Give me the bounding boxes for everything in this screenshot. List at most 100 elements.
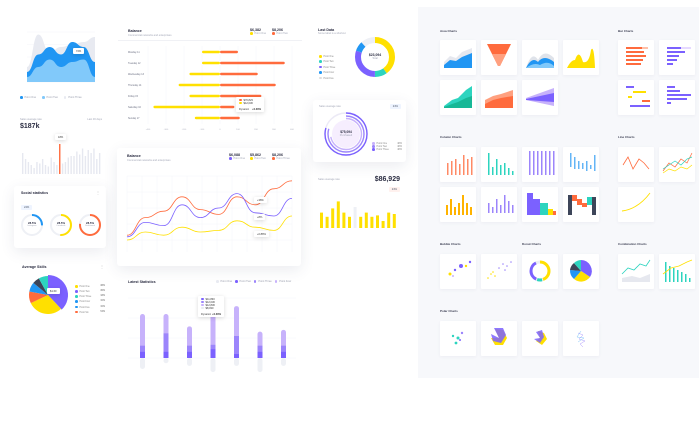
pie-slice — [38, 276, 48, 295]
bar — [50, 157, 52, 174]
category-label: Tuesday 12 — [128, 62, 141, 65]
line-chart-thumb[interactable] — [618, 187, 654, 222]
legend-item[interactable]: Point One — [20, 96, 36, 99]
bar-point-two — [220, 105, 235, 109]
bar — [41, 159, 44, 174]
legend-item[interactable]: Point Two — [42, 96, 58, 99]
legend-item: Point Two 36% — [75, 290, 105, 293]
tick-label: -400 — [146, 129, 151, 131]
scatter-chart-thumb[interactable] — [481, 254, 517, 289]
column-low — [163, 351, 169, 358]
bar — [27, 162, 30, 174]
pie-chart-thumb[interactable] — [563, 254, 599, 289]
bar — [36, 162, 38, 174]
legend-item: Point Five — [319, 76, 335, 80]
section-bubble-charts: Bubble Charts — [440, 242, 461, 246]
waterfall-chart-thumb[interactable] — [563, 187, 599, 222]
bar — [87, 150, 89, 174]
line-tooltip: +0.88% — [254, 231, 269, 237]
column — [342, 212, 346, 228]
section-column-charts: Column Charts — [440, 135, 462, 139]
donut-center-label: Total — [372, 57, 378, 60]
column — [353, 207, 357, 228]
bar-point-one — [202, 50, 220, 54]
polar-chart-thumb[interactable] — [563, 321, 599, 356]
line-tooltip: +38% — [254, 197, 267, 203]
bar — [96, 159, 98, 174]
bar — [73, 156, 75, 174]
legend-item: Point One 38% — [75, 285, 105, 288]
last-data-donut — [355, 37, 395, 77]
bar — [53, 162, 55, 174]
legend-item: Point Two — [319, 60, 335, 63]
tick-label: -200 — [182, 129, 187, 131]
bar-chart-thumb[interactable] — [659, 40, 695, 75]
sales-ring-card: Sales average rate 24% $75,094 Purchased… — [313, 100, 406, 162]
avg-value: $187k — [20, 123, 40, 130]
bar — [24, 159, 27, 174]
bar — [79, 154, 81, 174]
tick-label: -300 — [164, 129, 169, 131]
area-chart-thumb[interactable] — [440, 40, 476, 75]
column — [392, 214, 396, 228]
bar — [67, 157, 69, 174]
stacked-column-thumb[interactable] — [522, 187, 558, 222]
legend-item: Point One — [319, 55, 335, 58]
area-chart-thumb[interactable] — [440, 80, 476, 115]
polar-chart-thumb[interactable] — [440, 321, 476, 356]
period-select[interactable]: Last 30 days — [87, 118, 102, 121]
line-chart-thumb[interactable] — [618, 147, 654, 182]
card-title: Balance — [128, 29, 142, 33]
area-chart-thumb[interactable] — [481, 80, 517, 115]
combination-chart-thumb[interactable] — [659, 254, 695, 289]
bar — [56, 165, 58, 174]
bar — [84, 156, 87, 174]
donut-segment — [355, 37, 395, 77]
growth-badge: 24% — [21, 205, 33, 210]
bubble-chart-thumb[interactable] — [440, 254, 476, 289]
donut-dashboard: 28.5% Dashboard — [78, 213, 102, 237]
growth-badge: 24% — [389, 104, 401, 109]
bar-chart-thumb[interactable] — [659, 80, 695, 115]
gantt-chart-thumb[interactable] — [618, 80, 654, 115]
card-title: Balance — [127, 154, 141, 158]
donut-chart-thumb[interactable] — [522, 254, 558, 289]
column-chart-thumb[interactable] — [481, 187, 517, 222]
legend-item[interactable]: Point Three — [63, 96, 82, 99]
legend-item[interactable]: Point Two — [235, 280, 251, 283]
area-chart-thumb[interactable] — [563, 40, 599, 75]
legend-item[interactable]: Point One — [216, 280, 232, 283]
line-tooltip: +8% — [254, 214, 266, 220]
bar-chart-thumb[interactable] — [618, 40, 654, 75]
column-chart-thumb[interactable] — [481, 147, 517, 182]
ring-center-label: Purchased — [339, 134, 353, 137]
line-series — [126, 180, 293, 236]
ring-legend: Point One 48% Point Two 48% Point Three 48% — [372, 142, 402, 151]
column — [364, 212, 368, 228]
line-chart-thumb[interactable] — [659, 147, 695, 182]
column-chart-thumb[interactable] — [563, 147, 599, 182]
column-negative — [140, 358, 145, 369]
tick-label: -100 — [200, 129, 205, 131]
category-label: Wednesday 13 — [128, 73, 145, 76]
more-icon[interactable]: ⋮ — [100, 264, 104, 269]
column-chart-thumb[interactable] — [522, 147, 558, 182]
legend-item[interactable]: Point Three — [253, 280, 272, 283]
legend-item[interactable]: Point Four — [274, 280, 291, 283]
pie-slice — [29, 282, 48, 295]
card-title: Average Skills — [22, 265, 47, 269]
more-icon[interactable]: ⋮ — [96, 190, 100, 195]
funnel-chart-thumb[interactable] — [481, 40, 517, 75]
area-chart-thumb[interactable] — [522, 40, 558, 75]
polar-chart-thumb[interactable] — [481, 321, 517, 356]
section-polar-charts: Polar Charts — [440, 309, 458, 313]
column-chart-thumb[interactable] — [440, 187, 476, 222]
column — [370, 216, 374, 228]
combination-chart-thumb[interactable] — [618, 254, 654, 289]
pie-slice — [33, 278, 48, 295]
balance-tooltip: $70,823 $12,030 Dynamic +0.38% — [236, 97, 264, 112]
area-chart-thumb[interactable] — [522, 80, 558, 115]
section-donut-charts: Donut Charts — [522, 242, 541, 246]
column-chart-thumb[interactable] — [440, 147, 476, 182]
polar-chart-thumb[interactable] — [522, 321, 558, 356]
